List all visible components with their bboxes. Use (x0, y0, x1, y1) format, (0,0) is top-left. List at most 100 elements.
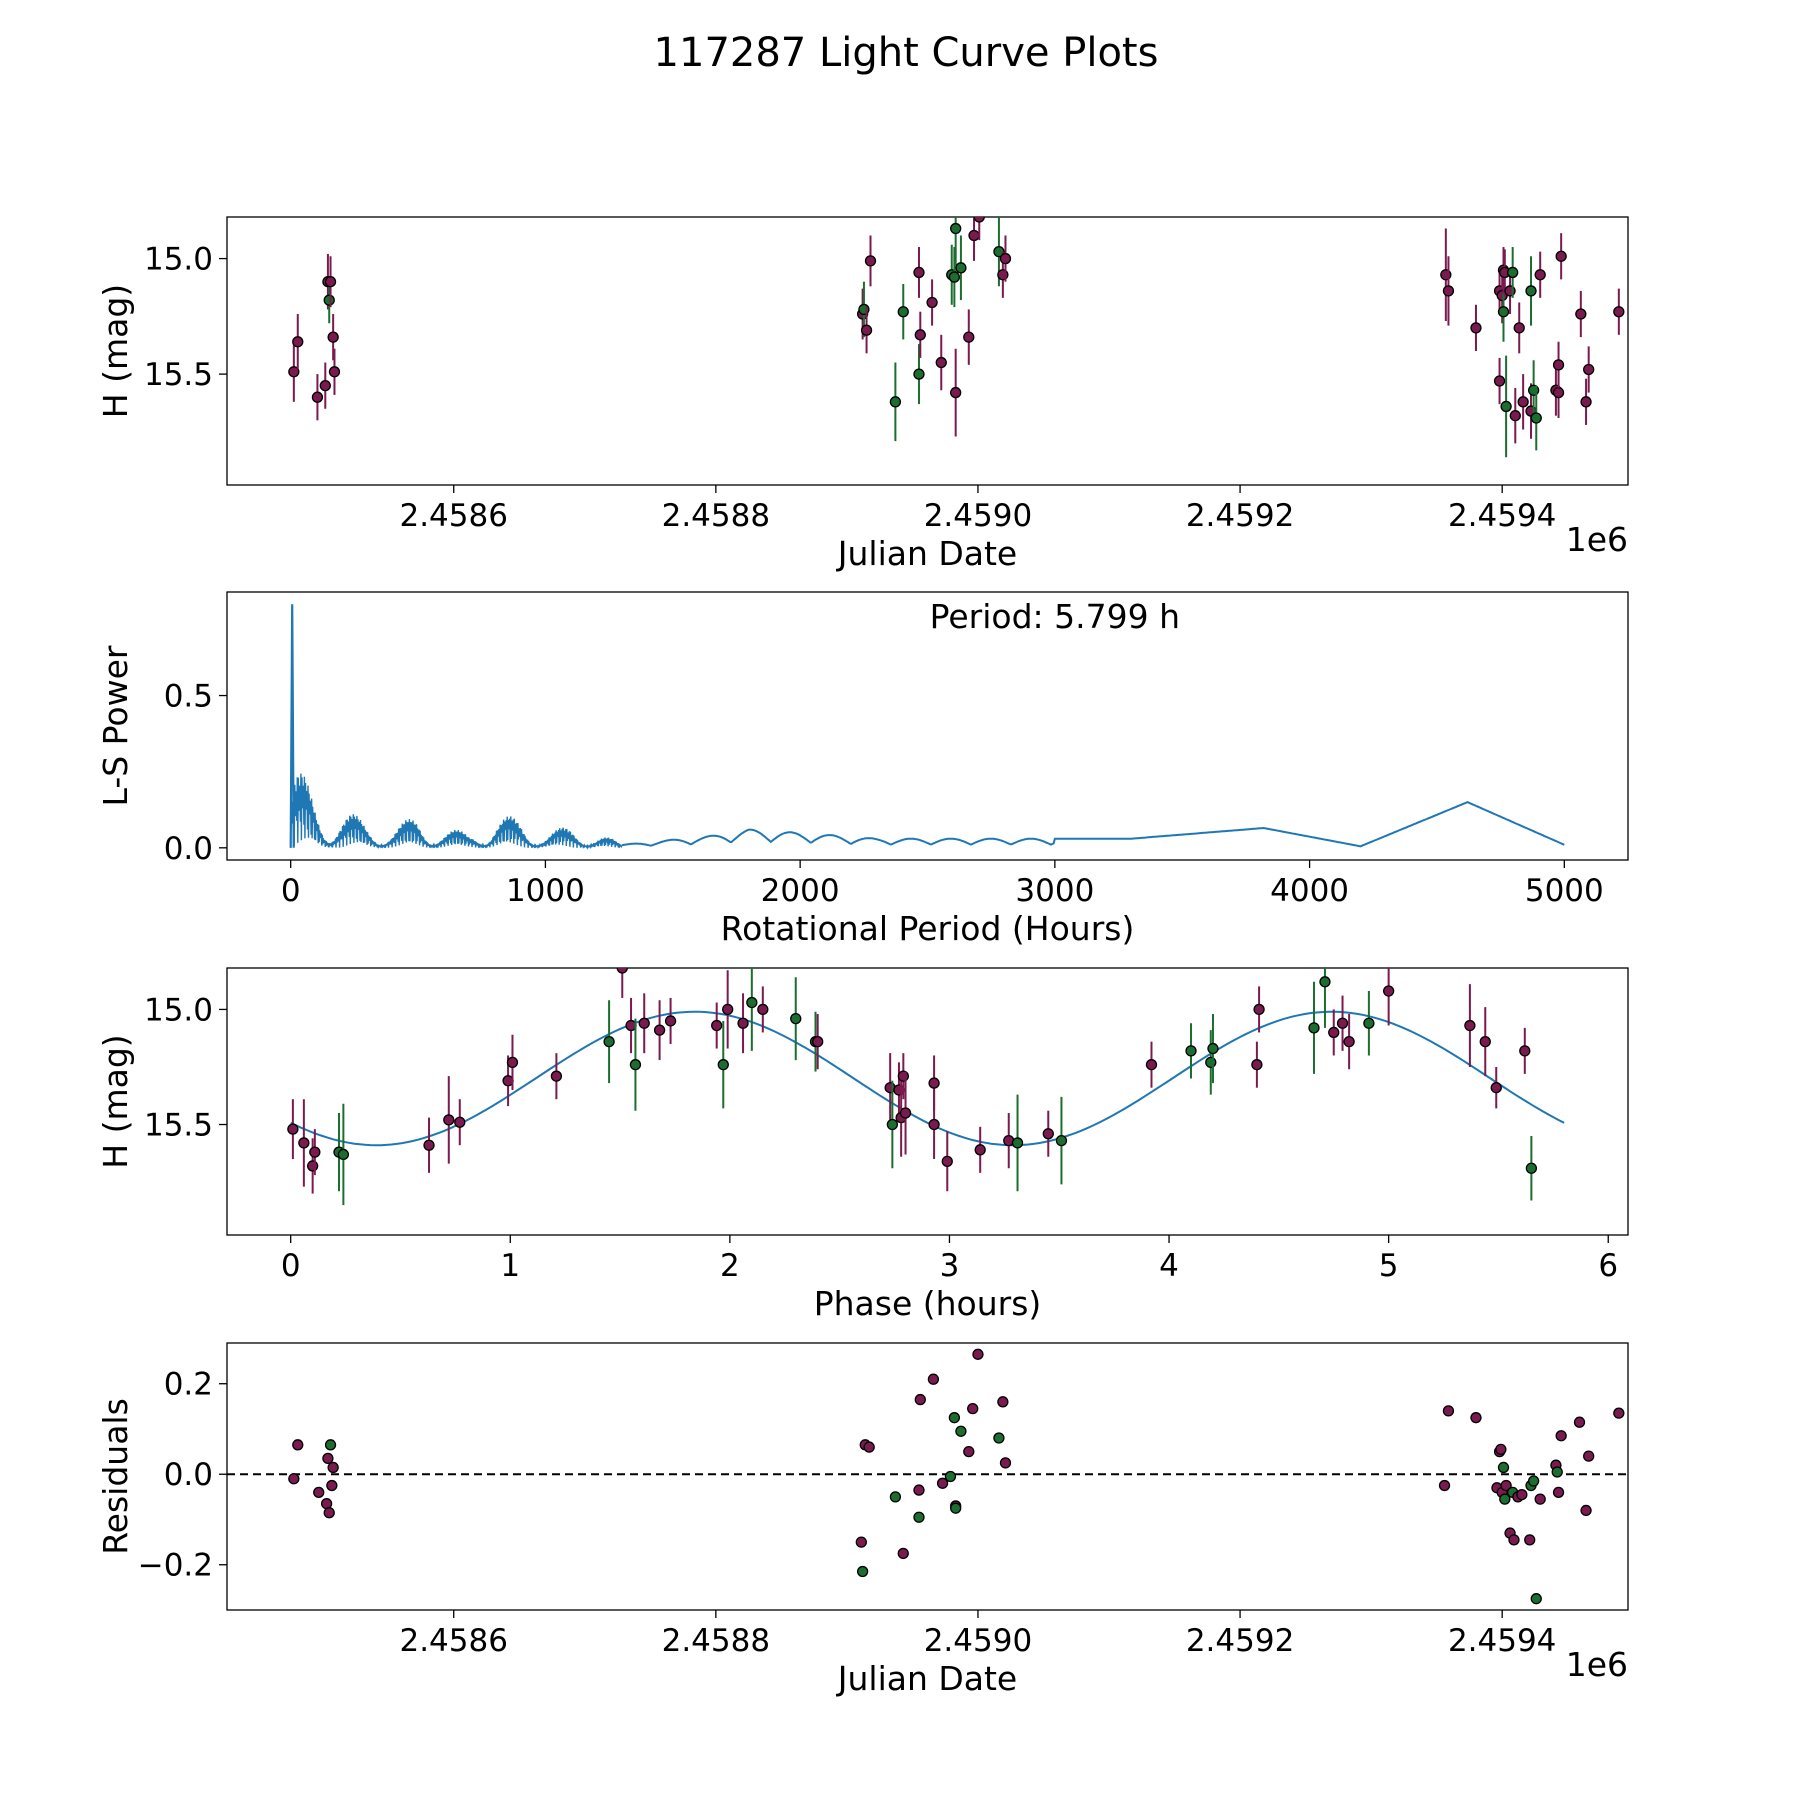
data-point (292, 1439, 304, 1451)
plot-frame (226, 967, 1629, 1236)
x-tick-label: 2.4594 (1448, 1623, 1556, 1659)
data-point (948, 1412, 961, 1424)
data-point (1470, 322, 1482, 334)
y-tick-label: −0.2 (138, 1548, 213, 1584)
data-point (1442, 1405, 1455, 1417)
periodogram-short-period-line (290, 773, 623, 851)
data-point (1500, 400, 1512, 413)
figure-title: 117287 Light Curve Plots (654, 30, 1159, 76)
data-point (1382, 985, 1395, 997)
data-point (1442, 285, 1455, 297)
x-tick-label: 1000 (506, 873, 585, 909)
data-point (897, 1547, 909, 1560)
x-tick-label: 6 (1598, 1248, 1618, 1284)
data-point (1552, 1486, 1565, 1498)
data-point (711, 1019, 723, 1032)
data-point (746, 996, 758, 1009)
plot-frame (226, 591, 1629, 861)
lightcurve-panel: 2.4586 2.4588 2.4590 2.4592 2.4594 15.0 15.5 Ju… (96, 216, 1629, 573)
data-point (889, 1491, 902, 1503)
periodogram-peak (289, 604, 295, 848)
data-point (913, 1484, 925, 1496)
data-point (963, 331, 975, 343)
data-point (974, 1144, 986, 1156)
data-point (1308, 1022, 1320, 1034)
data-point (1490, 1082, 1502, 1094)
data-point (1328, 1026, 1340, 1039)
data-point (1253, 1003, 1265, 1016)
y-tick-label: 0.0 (164, 1457, 213, 1493)
x-tick-label: 1 (500, 1248, 520, 1284)
data-point (313, 1486, 325, 1498)
data-point (288, 1473, 300, 1485)
y-axis-label: H (mag) (96, 284, 135, 418)
data-point (287, 1123, 299, 1135)
y-axis-label: L-S Power (96, 645, 135, 806)
data-point (1517, 396, 1529, 408)
data-point (889, 396, 902, 408)
x-axis-label: Julian Date (836, 1659, 1018, 1698)
data-point (856, 1565, 869, 1578)
data-layer (289, 604, 1565, 851)
data-point (928, 1077, 940, 1089)
data-point (322, 1452, 334, 1465)
data-point (454, 1116, 466, 1128)
data-point (955, 1425, 967, 1437)
data-point (968, 229, 980, 242)
data-point (855, 1536, 867, 1548)
data-point (1552, 386, 1565, 399)
data-point (1205, 1056, 1217, 1069)
model-fit-line (290, 1010, 1565, 1147)
data-point (319, 380, 331, 392)
data-point (1580, 1504, 1592, 1517)
data-point (950, 222, 962, 235)
data-point (323, 294, 335, 306)
data-point (737, 1017, 749, 1029)
data-point (967, 1402, 979, 1415)
data-point (1613, 306, 1625, 318)
data-point (963, 1445, 975, 1458)
data-point (337, 1148, 350, 1161)
data-point (443, 1114, 455, 1126)
data-layer (287, 968, 1565, 1206)
plot-frame (226, 1342, 1629, 1611)
y-tick-label: 0.2 (164, 1367, 213, 1403)
x-tick-label: 2.4586 (399, 498, 507, 534)
data-point (664, 1015, 677, 1027)
data-point (326, 1479, 338, 1492)
data-point (1251, 1059, 1263, 1071)
data-point (927, 1373, 940, 1385)
data-point (1534, 269, 1546, 281)
x-offset-label: 1e6 (1566, 520, 1628, 559)
data-point (1551, 1466, 1563, 1478)
data-point (1527, 1475, 1540, 1487)
data-point (1509, 410, 1521, 422)
data-point (327, 331, 339, 343)
data-point (812, 1036, 824, 1048)
data-point (913, 266, 925, 279)
data-point (309, 1146, 321, 1158)
data-point (1513, 322, 1525, 334)
x-tick-label: 2.4590 (924, 1623, 1032, 1659)
x-tick-label: 4000 (1270, 873, 1349, 909)
data-point (1499, 1493, 1511, 1505)
data-point (1470, 1412, 1482, 1424)
data-point (1583, 363, 1595, 376)
data-point (1145, 1059, 1158, 1071)
data-point (926, 296, 938, 309)
data-point (603, 1036, 615, 1048)
x-tick-label: 5 (1379, 1248, 1399, 1284)
data-point (1525, 285, 1537, 297)
phased-panel: 0 1 2 3 4 5 6 15.0 15.5 Phase (hours) H (mag) (96, 967, 1629, 1323)
data-point (950, 1502, 962, 1514)
data-point (941, 1155, 953, 1167)
data-point (292, 336, 304, 348)
data-point (935, 356, 947, 369)
data-point (944, 1470, 957, 1483)
data-layer (227, 1348, 1628, 1605)
x-tick-label: 3 (940, 1248, 960, 1284)
data-point (298, 1137, 310, 1149)
data-point (1495, 1443, 1507, 1455)
y-tick-label: 0.0 (164, 831, 213, 867)
data-point (950, 386, 962, 399)
